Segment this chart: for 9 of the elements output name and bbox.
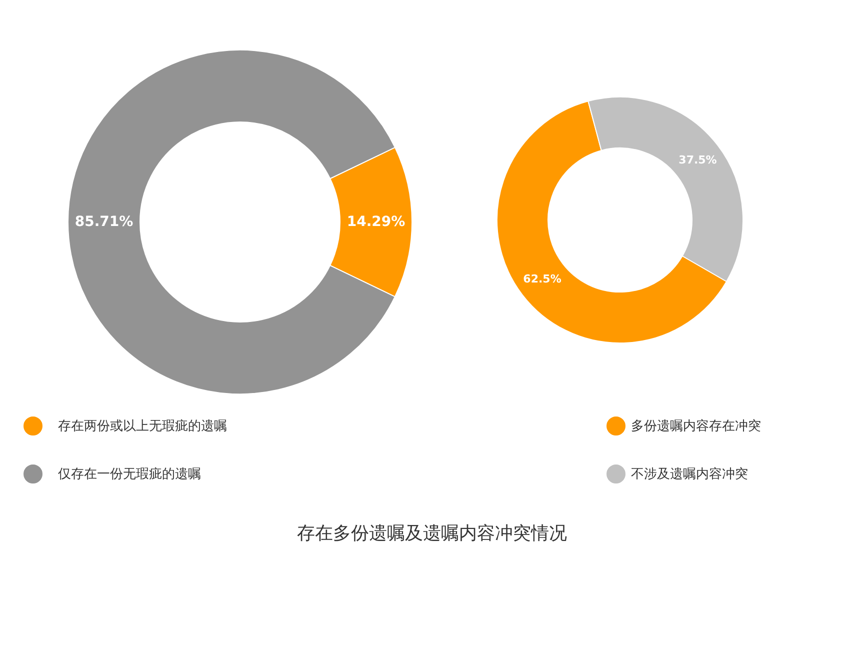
legend-label: 多份遗嘱内容存在冲突 (631, 418, 761, 434)
data-label: 37.5% (678, 153, 717, 166)
text: 存在多份遗嘱及遗嘱内容冲突情况 (297, 523, 567, 544)
legend-label: 仅存在一份无瑕疵的遗嘱 (58, 467, 201, 482)
legend-label: 存在两份或以上无瑕疵的遗嘱 (58, 419, 227, 434)
data-label: 62.5% (523, 272, 562, 286)
data-label: 85.71% (74, 214, 134, 230)
legend-label: 不涉及遗嘱内容冲突 (631, 466, 748, 482)
data-label: 14.29% (346, 214, 406, 230)
